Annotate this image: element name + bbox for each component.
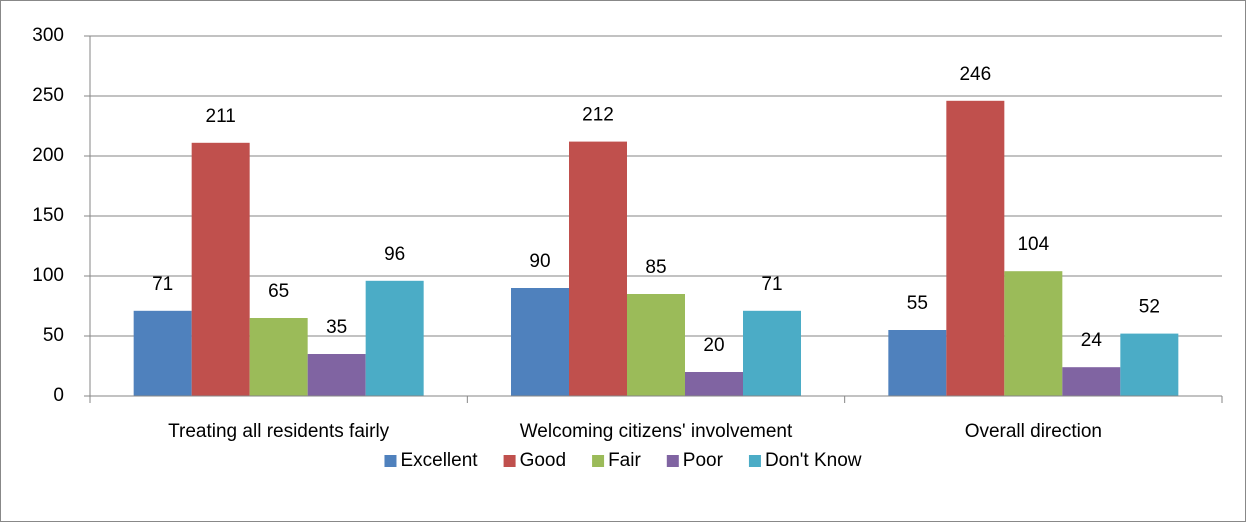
- bar: [1062, 367, 1121, 396]
- legend-label: Poor: [683, 450, 724, 471]
- legend-label: Excellent: [400, 450, 478, 471]
- data-label: 20: [703, 335, 724, 356]
- data-label: 35: [326, 317, 347, 338]
- data-label: 90: [529, 251, 550, 272]
- y-tick-label: 200: [32, 145, 64, 166]
- data-label: 71: [761, 274, 782, 295]
- bar: [249, 318, 308, 396]
- data-label: 211: [206, 106, 236, 127]
- data-label: 71: [152, 274, 173, 295]
- legend-label: Don't Know: [765, 450, 862, 471]
- x-tick-label: Overall direction: [965, 421, 1102, 442]
- bar: [307, 354, 366, 396]
- y-tick-label: 300: [32, 25, 64, 46]
- y-tick-label: 0: [53, 385, 64, 406]
- bar: [685, 372, 743, 396]
- bar: [191, 142, 250, 396]
- bar: [1120, 333, 1179, 396]
- data-label: 52: [1139, 297, 1160, 318]
- bar: [569, 141, 627, 396]
- bar: [1004, 271, 1063, 396]
- data-label: 55: [907, 293, 928, 314]
- bar: [743, 310, 801, 396]
- data-label: 212: [582, 105, 614, 126]
- y-tick-label: 250: [32, 85, 64, 106]
- x-tick-label: Welcoming citizens' involvement: [520, 421, 793, 442]
- y-tick-label: 50: [43, 325, 64, 346]
- bar: [627, 294, 685, 396]
- y-tick-label: 100: [32, 265, 64, 286]
- bar: [946, 100, 1005, 397]
- legend-label: Fair: [608, 450, 641, 471]
- data-label: 85: [645, 257, 666, 278]
- legend-swatch: [503, 455, 516, 467]
- legend-swatch: [592, 455, 605, 467]
- bar: [133, 310, 192, 396]
- data-label: 96: [384, 244, 405, 265]
- data-label: 246: [959, 64, 991, 85]
- y-tick-label: 150: [32, 205, 64, 226]
- bar: [365, 280, 424, 396]
- x-tick-label: Treating all residents fairly: [168, 421, 390, 442]
- data-label: 65: [268, 281, 289, 302]
- bar: [888, 330, 947, 396]
- legend-swatch: [748, 455, 761, 467]
- legend-swatch: [666, 455, 679, 467]
- bar: [511, 288, 569, 396]
- legend-swatch: [384, 455, 397, 467]
- data-label: 24: [1081, 330, 1103, 351]
- data-label: 104: [1017, 234, 1049, 255]
- legend-label: Good: [520, 450, 566, 471]
